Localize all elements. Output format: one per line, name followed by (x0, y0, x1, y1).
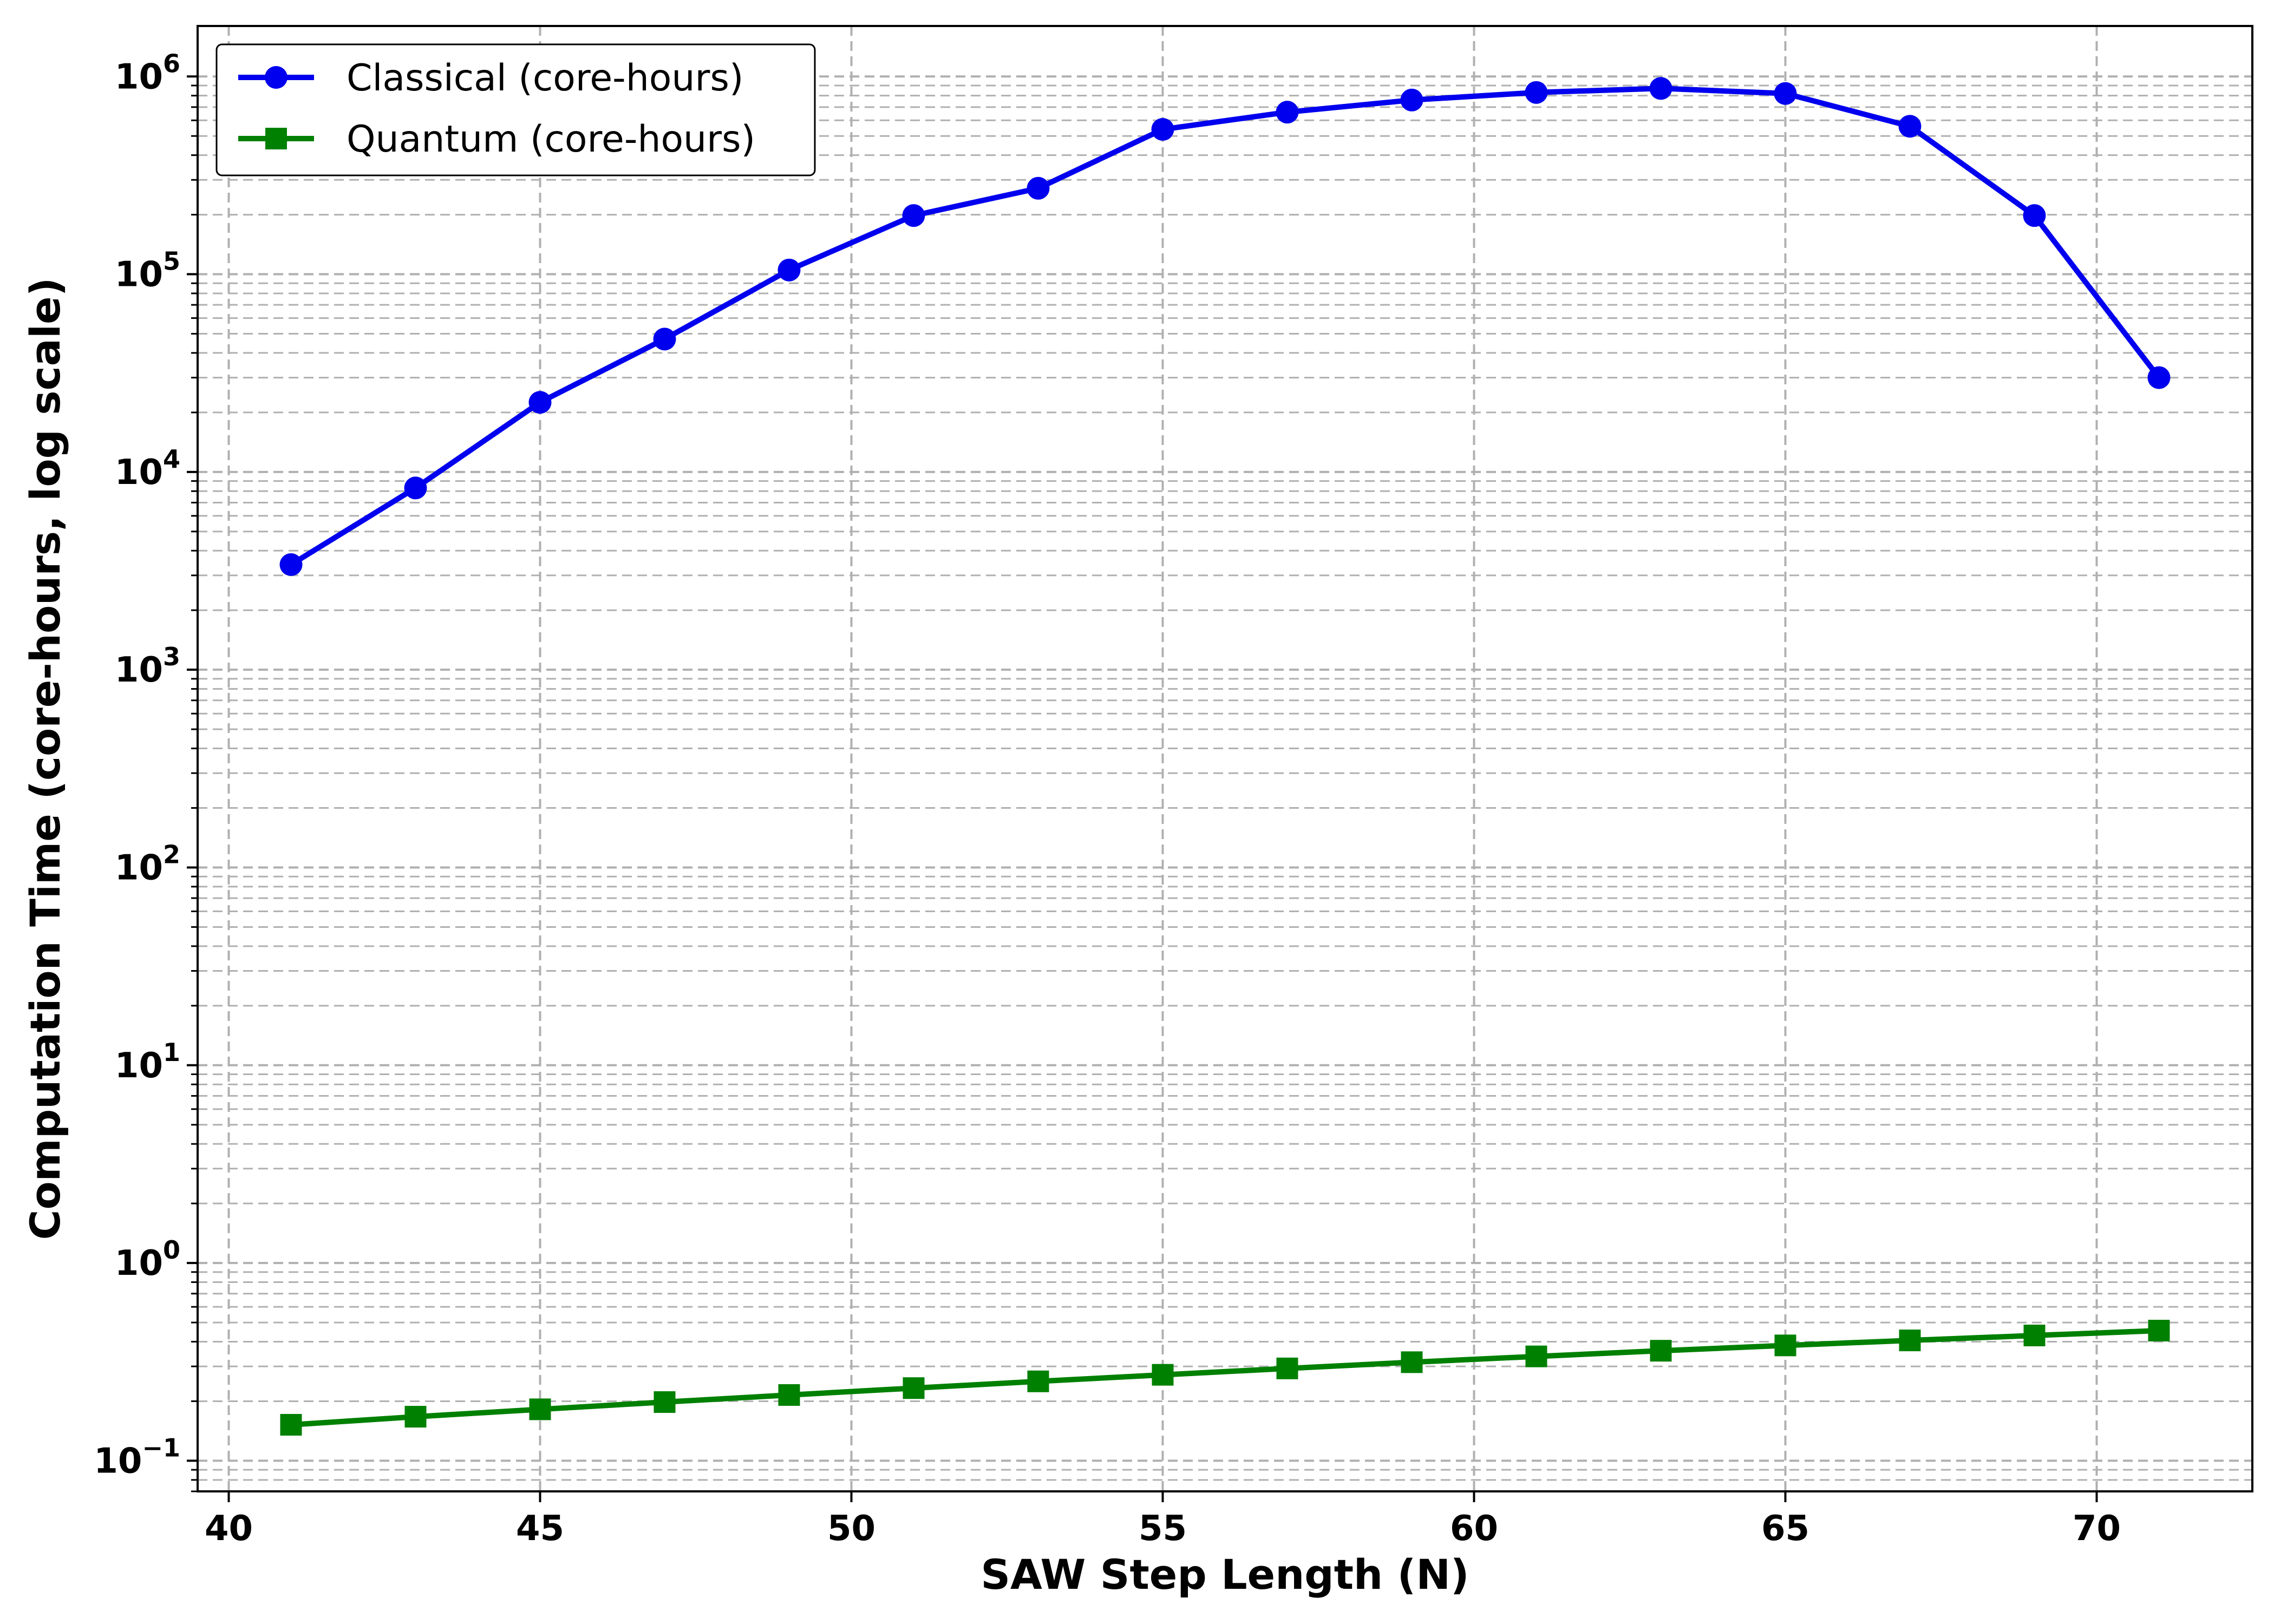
x-tick-label: 60 (1450, 1509, 1498, 1549)
data-point (279, 553, 303, 577)
data-point (1276, 101, 1299, 124)
data-point (1774, 82, 1797, 105)
data-point (902, 204, 925, 227)
y-tick-label: 105 (115, 247, 180, 295)
y-tick-label: 100 (115, 1235, 180, 1284)
y-tick-label: 104 (115, 444, 180, 493)
data-point (1525, 81, 1548, 104)
legend: Classical (core-hours) Quantum (core-hour… (215, 43, 816, 176)
data-point (1400, 88, 1423, 112)
y-tick-label: 103 (115, 642, 180, 690)
y-tick-label: 102 (115, 840, 180, 888)
y-tick-label: 106 (115, 49, 180, 97)
legend-marker (265, 128, 287, 149)
ticks-layer: 40 45 50 55 60 65 70 10−1 100 101 102 103 104 105 106 (94, 49, 2121, 1549)
x-tick-label: 40 (205, 1509, 253, 1549)
x-tick-label: 65 (1761, 1509, 1809, 1549)
data-point (529, 1398, 551, 1420)
data-point (1650, 1340, 1672, 1362)
data-point (528, 391, 552, 414)
data-point (2148, 1320, 2170, 1342)
data-point (903, 1377, 925, 1399)
data-point (778, 1384, 800, 1406)
data-point (1151, 118, 1174, 141)
x-tick-label: 50 (827, 1509, 875, 1549)
x-tick-label: 70 (2073, 1509, 2121, 1549)
data-point (1152, 1364, 1174, 1386)
x-tick-label: 45 (516, 1509, 564, 1549)
data-point (654, 1391, 676, 1413)
data-point (1276, 1357, 1298, 1379)
data-point (1525, 1345, 1547, 1367)
data-point (280, 1413, 302, 1436)
y-axis-title: Computation Time (core-hours, log scale) (21, 278, 69, 1240)
legend-box (215, 43, 816, 176)
data-point (2147, 366, 2171, 389)
data-point (2023, 204, 2046, 227)
y-tick-label: 101 (115, 1038, 180, 1086)
legend-label: Classical (core-hours) (347, 57, 743, 100)
data-point (404, 1406, 427, 1428)
data-point (1649, 77, 1672, 100)
series-1 (279, 77, 2171, 577)
y-tick-label: 10−1 (94, 1433, 180, 1481)
data-point (404, 476, 427, 500)
data-point (1027, 1370, 1049, 1392)
data-point (1401, 1351, 1423, 1373)
data-point (2023, 1325, 2046, 1347)
data-point (1898, 115, 1922, 138)
series-2 (280, 1320, 2170, 1436)
series-layer (279, 77, 2171, 1436)
data-point (777, 258, 801, 281)
plot-frame (197, 25, 2253, 1492)
legend-marker (265, 66, 287, 89)
data-point (1027, 176, 1050, 200)
legend-label: Quantum (core-hours) (347, 118, 755, 161)
series-line (289, 86, 2161, 567)
data-point (1774, 1334, 1796, 1357)
x-axis-title: SAW Step Length (N) (981, 1550, 1469, 1599)
series-line (291, 1328, 2159, 1427)
x-tick-label: 55 (1139, 1509, 1187, 1549)
data-point (1899, 1330, 1921, 1352)
data-point (653, 328, 676, 351)
